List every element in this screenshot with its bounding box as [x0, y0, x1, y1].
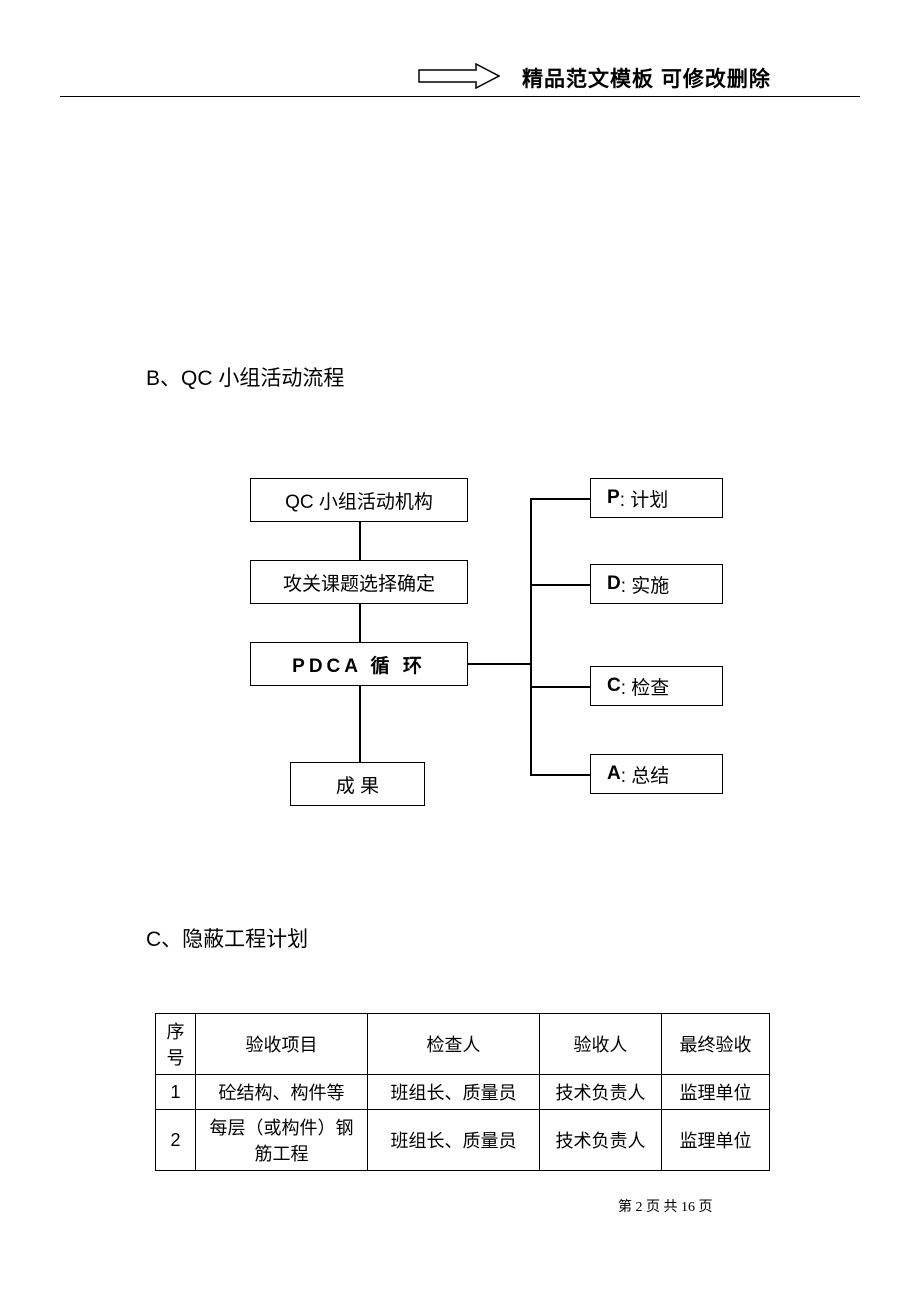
flow-box-a: A : 总结: [590, 754, 723, 794]
col-header-item: 验收项目: [196, 1014, 368, 1075]
pdca-label: : 计划: [620, 485, 669, 512]
flow-box-label: QC 小组活动机构: [285, 487, 433, 514]
section-b-heading: B、QC 小组活动流程: [146, 362, 344, 392]
footer-page-current: 2: [636, 1200, 643, 1215]
col-header-final: 最终验收: [662, 1014, 770, 1075]
flow-box-topic: 攻关课题选择确定: [250, 560, 468, 604]
pdca-label: : 实施: [621, 571, 670, 598]
flow-connector-h: [468, 663, 530, 665]
footer-page-total: 16: [681, 1200, 695, 1215]
cell-checker: 班组长、质量员: [368, 1110, 540, 1171]
pdca-letter: A: [607, 763, 621, 785]
flow-connector-v: [530, 498, 532, 775]
flow-box-label: PDCA 循 环: [292, 651, 426, 678]
flow-box-result: 成 果: [290, 762, 425, 806]
cell-seq: 1: [156, 1075, 196, 1110]
header-divider: [60, 96, 860, 97]
pdca-letter: C: [607, 675, 621, 697]
footer-suffix: 页: [695, 1200, 713, 1215]
flow-connector-h: [530, 774, 590, 776]
flow-box-org: QC 小组活动机构: [250, 478, 468, 522]
page-header: 精品范文模板 可修改删除: [0, 55, 920, 100]
qc-flowchart: QC 小组活动机构 攻关课题选择确定 PDCA 循 环 成 果 P : 计划 D…: [250, 466, 770, 816]
flow-connector-h: [530, 498, 590, 500]
flow-box-label: 攻关课题选择确定: [283, 569, 435, 596]
footer-prefix: 第: [618, 1200, 636, 1215]
arrow-right-icon: [418, 63, 500, 89]
flow-connector-h: [530, 584, 590, 586]
pdca-letter: P: [607, 487, 620, 509]
col-header-seq: 序号: [156, 1014, 196, 1075]
flow-connector-v: [359, 686, 361, 762]
flow-box-d: D : 实施: [590, 564, 723, 604]
table-header-row: 序号 验收项目 检查人 验收人 最终验收: [156, 1014, 770, 1075]
page-footer: 第 2 页 共 16 页: [618, 1196, 713, 1216]
flow-connector-v: [359, 604, 361, 642]
flow-connector-v: [359, 522, 361, 560]
cell-final: 监理单位: [662, 1110, 770, 1171]
flow-connector-h: [530, 686, 590, 688]
cell-seq: 2: [156, 1110, 196, 1171]
table-row: 2 每层（或构件）钢筋工程 班组长、质量员 技术负责人 监理单位: [156, 1110, 770, 1171]
hidden-project-table: 序号 验收项目 检查人 验收人 最终验收 1 砼结构、构件等 班组长、质量员 技…: [155, 1013, 770, 1171]
cell-acceptor: 技术负责人: [540, 1075, 662, 1110]
section-c-heading: C、隐蔽工程计划: [146, 923, 308, 953]
pdca-letter: D: [607, 573, 621, 595]
col-header-checker: 检查人: [368, 1014, 540, 1075]
flow-box-pdca: PDCA 循 环: [250, 642, 468, 686]
col-header-acceptor: 验收人: [540, 1014, 662, 1075]
cell-checker: 班组长、质量员: [368, 1075, 540, 1110]
flow-box-p: P : 计划: [590, 478, 723, 518]
cell-item: 每层（或构件）钢筋工程: [196, 1110, 368, 1171]
footer-mid: 页 共: [643, 1200, 682, 1215]
cell-final: 监理单位: [662, 1075, 770, 1110]
pdca-label: : 总结: [621, 761, 670, 788]
cell-acceptor: 技术负责人: [540, 1110, 662, 1171]
cell-item: 砼结构、构件等: [196, 1075, 368, 1110]
flow-box-c: C : 检查: [590, 666, 723, 706]
header-banner-text: 精品范文模板 可修改删除: [522, 63, 771, 93]
pdca-label: : 检查: [621, 673, 670, 700]
table-row: 1 砼结构、构件等 班组长、质量员 技术负责人 监理单位: [156, 1075, 770, 1110]
flow-box-label: 成 果: [336, 771, 379, 798]
